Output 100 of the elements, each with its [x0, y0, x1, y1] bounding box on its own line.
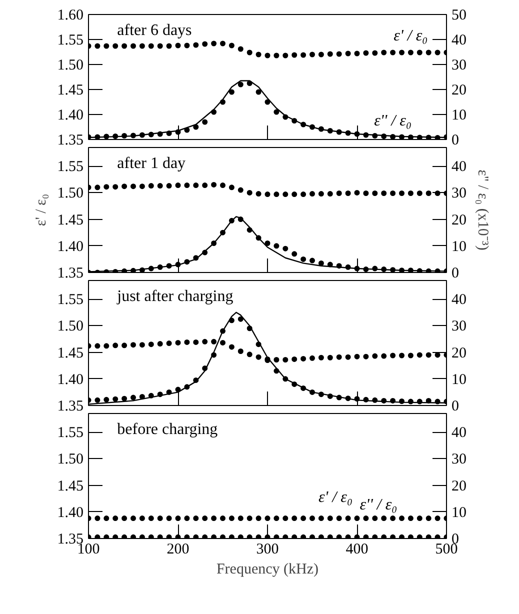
point — [112, 396, 118, 402]
point — [274, 357, 280, 362]
x-tick-label: 400 — [346, 542, 368, 558]
point — [202, 338, 208, 344]
point — [363, 190, 369, 196]
y-tick-label: 1.50 — [57, 318, 84, 335]
x-tick-label: 200 — [166, 542, 190, 558]
y2-tick-label: 30 — [452, 452, 466, 468]
point — [246, 190, 252, 196]
y-tick-label: 1.50 — [57, 452, 84, 468]
point — [292, 251, 298, 257]
y2-tick-label: 40 — [452, 292, 466, 308]
y2-tick-label: 10 — [452, 238, 466, 255]
y2-tick-label: 20 — [452, 212, 466, 228]
y2-tick-label: 20 — [452, 478, 466, 494]
annotation: ε'' / ε₀ — [360, 496, 398, 514]
point — [193, 339, 199, 345]
point — [372, 353, 378, 359]
annotation: ε' / ε₀ — [394, 27, 428, 44]
point — [122, 43, 128, 49]
point — [148, 43, 154, 49]
y-tick-label: 1.35 — [57, 132, 84, 148]
point — [112, 184, 118, 190]
point — [354, 190, 360, 196]
x-axis-title: Frequency (kHz) — [216, 562, 319, 578]
y-tick-label: 1.50 — [57, 186, 84, 202]
point — [345, 190, 351, 196]
point — [256, 89, 262, 95]
point — [228, 42, 234, 48]
point — [282, 192, 288, 198]
point — [274, 52, 280, 58]
point — [300, 256, 306, 262]
point — [426, 352, 432, 358]
point — [246, 50, 252, 56]
point — [363, 50, 369, 56]
point — [390, 50, 396, 56]
point — [228, 89, 234, 95]
x-tick-label: 300 — [256, 542, 279, 558]
point — [184, 339, 190, 345]
point — [228, 344, 234, 350]
point — [318, 354, 324, 360]
y2-axis-title: ε'' / ε₀ (x10⁻³) — [474, 170, 490, 250]
point — [193, 182, 199, 188]
point — [122, 396, 128, 402]
y2-tick-label: 40 — [452, 425, 466, 442]
point — [104, 43, 110, 49]
y2-tick-label: 0 — [452, 132, 459, 148]
point — [175, 182, 181, 188]
point — [399, 352, 404, 358]
y-tick-label: 1.40 — [57, 238, 84, 255]
y2-tick-label: 40 — [452, 159, 466, 176]
point — [112, 342, 118, 348]
point — [202, 182, 208, 188]
y2-tick-label: 20 — [452, 345, 466, 362]
point — [310, 191, 315, 197]
point — [416, 190, 422, 196]
point — [292, 52, 298, 58]
point — [238, 316, 244, 322]
y-axis-title: ε' / ε₀ — [33, 194, 50, 226]
y-tick-label: 1.55 — [57, 159, 84, 176]
point — [408, 190, 414, 196]
y-tick-label: 1.40 — [57, 108, 84, 124]
point — [336, 190, 342, 196]
point — [274, 243, 280, 249]
point — [274, 109, 280, 115]
point — [184, 42, 190, 48]
point — [148, 183, 154, 189]
y2-tick-label: 40 — [452, 32, 466, 48]
y-tick-label: 1.40 — [57, 372, 84, 388]
y-tick-label: 1.40 — [57, 504, 84, 521]
point — [228, 184, 234, 190]
point — [184, 182, 190, 188]
y2-tick-label: 0 — [452, 266, 459, 282]
point — [264, 240, 270, 246]
point — [139, 342, 145, 348]
point — [157, 43, 163, 49]
y-tick-label: 1.35 — [57, 398, 84, 414]
point — [354, 354, 360, 360]
y2-tick-label: 30 — [452, 318, 466, 335]
point — [157, 341, 163, 347]
point — [112, 43, 118, 49]
point — [94, 43, 100, 49]
point — [408, 352, 414, 358]
y2-tick-label: 30 — [452, 186, 466, 202]
point — [157, 183, 163, 189]
point — [238, 46, 244, 52]
point — [318, 52, 324, 58]
point — [220, 340, 226, 346]
point — [238, 187, 244, 193]
point — [211, 40, 217, 46]
point — [345, 50, 351, 56]
y2-tick-label: 10 — [452, 504, 466, 521]
point — [372, 50, 378, 56]
y2-tick-label: 50 — [452, 8, 466, 24]
point — [220, 40, 226, 46]
point — [300, 192, 306, 198]
point — [166, 340, 172, 346]
point — [282, 357, 288, 362]
y-tick-label: 1.55 — [57, 32, 84, 48]
point — [310, 52, 315, 58]
